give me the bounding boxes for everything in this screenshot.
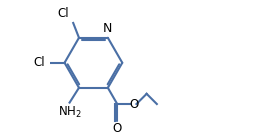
Text: NH$_2$: NH$_2$ [58,105,82,120]
Text: Cl: Cl [57,7,69,20]
Text: N: N [103,22,112,35]
Text: Cl: Cl [33,56,45,69]
Text: O: O [129,98,139,111]
Text: O: O [113,122,122,135]
